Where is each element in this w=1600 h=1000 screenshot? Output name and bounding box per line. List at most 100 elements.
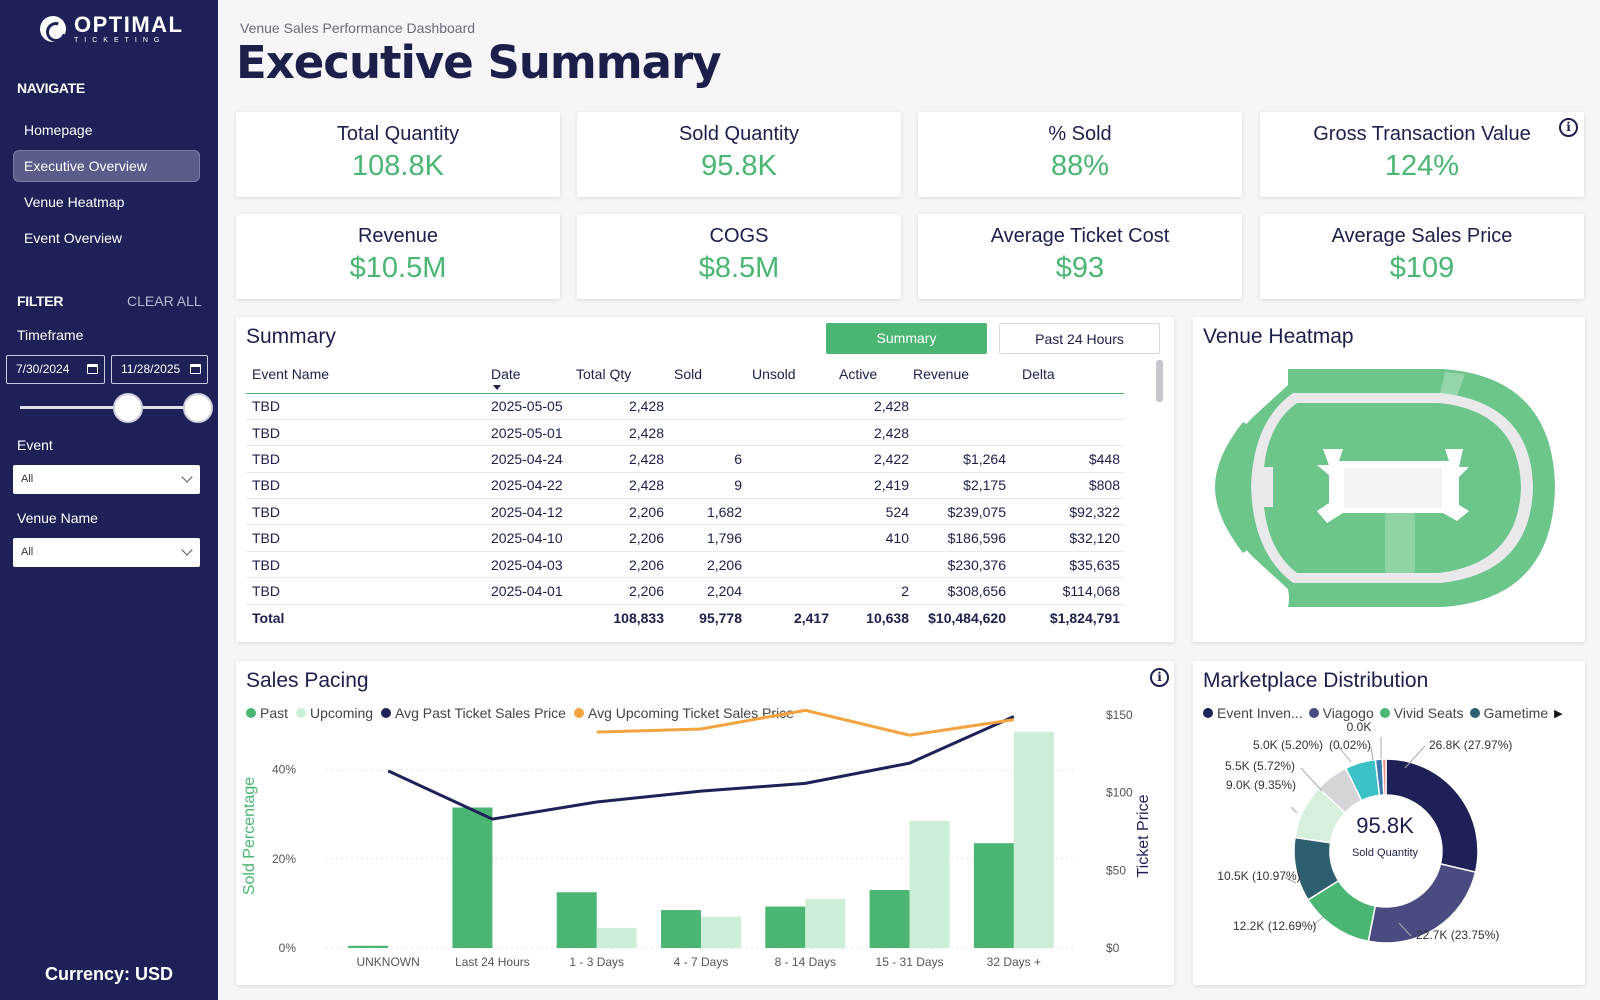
info-icon[interactable]: i xyxy=(1559,118,1578,137)
seating-section-highlight[interactable] xyxy=(1439,372,1465,399)
table-total-row: Total 108,833 95,778 2,417 10,638 $10,484,620… xyxy=(246,603,1124,633)
nav-item-executive-overview[interactable]: Executive Overview xyxy=(13,150,200,182)
table-cell xyxy=(1010,419,1124,447)
table-cell xyxy=(913,393,1010,420)
table-row[interactable]: TBD 2025-04-10 2,206 1,796 410 $186,596 $32,12… xyxy=(246,524,1124,552)
seating-left-outer[interactable] xyxy=(1215,422,1255,553)
legend-dot xyxy=(1203,708,1213,718)
column-header[interactable]: Sold xyxy=(668,355,746,394)
column-header[interactable]: Delta xyxy=(1010,355,1124,394)
summary-title: Summary xyxy=(246,325,336,348)
table-row[interactable]: TBD 2025-04-24 2,428 6 2,422 $1,264 $448 xyxy=(246,445,1124,473)
kpi-label: Gross Transaction Value xyxy=(1313,123,1531,145)
end-date-input[interactable]: 11/28/2025 xyxy=(111,355,208,384)
table-cell: $2,175 xyxy=(913,472,1010,500)
donut-leader-line xyxy=(1290,806,1298,814)
bar-upcoming xyxy=(805,898,846,948)
donut-slice-label: 12.2K (12.69%) xyxy=(1233,919,1316,933)
past-24-hours-toggle-button[interactable]: Past 24 Hours xyxy=(999,323,1160,354)
legend-item-gametime[interactable]: Gametime xyxy=(1469,705,1548,721)
marketplace-donut-chart[interactable]: 26.8K (27.97%) 22.7K (23.75%) 12.2K (12.69… xyxy=(1193,661,1585,985)
summary-toggle-button[interactable]: Summary xyxy=(826,323,987,354)
total-cell: 10,638 xyxy=(833,603,913,633)
column-header[interactable]: Unsold xyxy=(746,355,833,394)
table-cell: 2,428 xyxy=(576,419,668,447)
table-row[interactable]: TBD 2025-05-05 2,428 2,428 xyxy=(246,393,1124,420)
info-icon[interactable]: i xyxy=(1150,668,1169,687)
table-cell xyxy=(913,419,1010,447)
nav-heading: NAVIGATE xyxy=(17,80,85,96)
legend-item-viagogo[interactable]: Viagogo xyxy=(1308,705,1374,721)
bar-past xyxy=(869,890,910,948)
marketplace-title: Marketplace Distribution xyxy=(1203,669,1429,692)
legend-item-event-inventory[interactable]: Event Inven... xyxy=(1203,705,1303,721)
table-row[interactable]: TBD 2025-04-12 2,206 1,682 524 $239,075 $92,32… xyxy=(246,498,1124,526)
table-cell: $230,376 xyxy=(913,551,1010,579)
legend-item-vivid-seats[interactable]: Vivid Seats xyxy=(1379,705,1464,721)
x-tick-label: 1 - 3 Days xyxy=(569,955,624,969)
timeframe-slider-track[interactable] xyxy=(20,406,198,409)
bar-past xyxy=(348,945,389,948)
table-row[interactable]: TBD 2025-04-03 2,206 2,206 $230,376 $35,635 xyxy=(246,551,1124,579)
x-tick-label: 32 Days + xyxy=(987,955,1041,969)
floor-area[interactable] xyxy=(1342,466,1444,510)
legend-item-avg-upcoming-price[interactable]: Avg Upcoming Ticket Sales Price xyxy=(573,705,794,721)
seating-section-highlight[interactable] xyxy=(1385,507,1415,573)
venue-filter-label: Venue Name xyxy=(17,510,98,526)
brand-tagline: TICKETING xyxy=(74,37,166,44)
table-cell: 2,428 xyxy=(576,445,668,473)
legend-item-past[interactable]: Past xyxy=(246,705,288,721)
donut-slice-label: (0.02%) xyxy=(1329,738,1371,752)
table-cell: 6 xyxy=(668,445,746,473)
clear-all-button[interactable]: CLEAR ALL xyxy=(127,293,202,309)
nav-item-venue-heatmap[interactable]: Venue Heatmap xyxy=(24,194,125,210)
currency-label: Currency: USD xyxy=(44,964,174,984)
nav-item-homepage[interactable]: Homepage xyxy=(24,122,93,138)
table-cell: 1,682 xyxy=(668,498,746,526)
column-header-sorted[interactable]: Date xyxy=(491,355,576,394)
filter-heading: FILTER xyxy=(17,293,64,309)
legend-next-arrow-icon[interactable]: ▶ xyxy=(1554,707,1563,720)
calendar-icon[interactable] xyxy=(190,364,201,374)
legend-item-avg-past-price[interactable]: Avg Past Ticket Sales Price xyxy=(381,705,566,721)
marketplace-panel: Marketplace Distribution Event Inven... … xyxy=(1193,661,1585,985)
table-row[interactable]: TBD 2025-04-01 2,206 2,204 2 $308,656 $114,068 xyxy=(246,577,1124,605)
column-header[interactable]: Total Qty xyxy=(576,355,668,394)
venue-dropdown[interactable]: All xyxy=(13,538,200,567)
nav-item-event-overview[interactable]: Event Overview xyxy=(24,230,123,246)
column-header[interactable]: Active xyxy=(833,355,913,394)
kpi-value: $10.5M xyxy=(349,252,447,284)
column-header[interactable]: Event Name xyxy=(246,355,491,394)
donut-slice-label: 22.7K (23.75%) xyxy=(1416,928,1499,942)
column-header[interactable]: Revenue xyxy=(913,355,1010,394)
table-cell xyxy=(746,419,833,447)
nav-list: Homepage Executive Overview Venue Heatma… xyxy=(13,114,200,258)
donut-slice[interactable] xyxy=(1381,758,1387,796)
sales-pacing-chart[interactable]: 0% 20% 40% $0 $50 $100 $150 Sold Percentage Tick… xyxy=(236,661,1174,985)
slider-start-handle[interactable] xyxy=(113,393,143,423)
legend-item-upcoming[interactable]: Upcoming xyxy=(296,705,373,721)
table-cell: TBD xyxy=(246,498,491,526)
table-cell: 2025-04-10 xyxy=(491,524,576,552)
brand-logo[interactable]: OPTIMAL TICKETING xyxy=(40,14,184,44)
start-date-input[interactable]: 7/30/2024 xyxy=(6,355,105,384)
venue-heatmap-title: Venue Heatmap xyxy=(1203,325,1354,348)
table-cell xyxy=(668,419,746,447)
donut-leader-line xyxy=(1404,745,1426,769)
table-scrollbar[interactable] xyxy=(1156,360,1163,402)
slider-end-handle[interactable] xyxy=(183,393,213,423)
table-row[interactable]: TBD 2025-04-22 2,428 9 2,419 $2,175 $808 xyxy=(246,472,1124,500)
table-cell: 2025-04-22 xyxy=(491,472,576,500)
kpi-label: Average Sales Price xyxy=(1331,225,1513,247)
calendar-icon[interactable] xyxy=(87,364,98,374)
table-cell: TBD xyxy=(246,393,491,420)
table-cell: TBD xyxy=(246,551,491,579)
venue-heatmap-map[interactable] xyxy=(1193,317,1585,642)
kpi-gross-transaction-value: Gross Transaction Value 124% i xyxy=(1260,112,1584,197)
donut-leader-line xyxy=(1398,922,1412,937)
y2-tick-label: $150 xyxy=(1106,708,1133,722)
bar-past xyxy=(973,843,1014,948)
event-dropdown[interactable]: All xyxy=(13,465,200,494)
table-row[interactable]: TBD 2025-05-01 2,428 2,428 xyxy=(246,419,1124,447)
donut-slice-label: 10.5K (10.97%) xyxy=(1217,869,1300,883)
